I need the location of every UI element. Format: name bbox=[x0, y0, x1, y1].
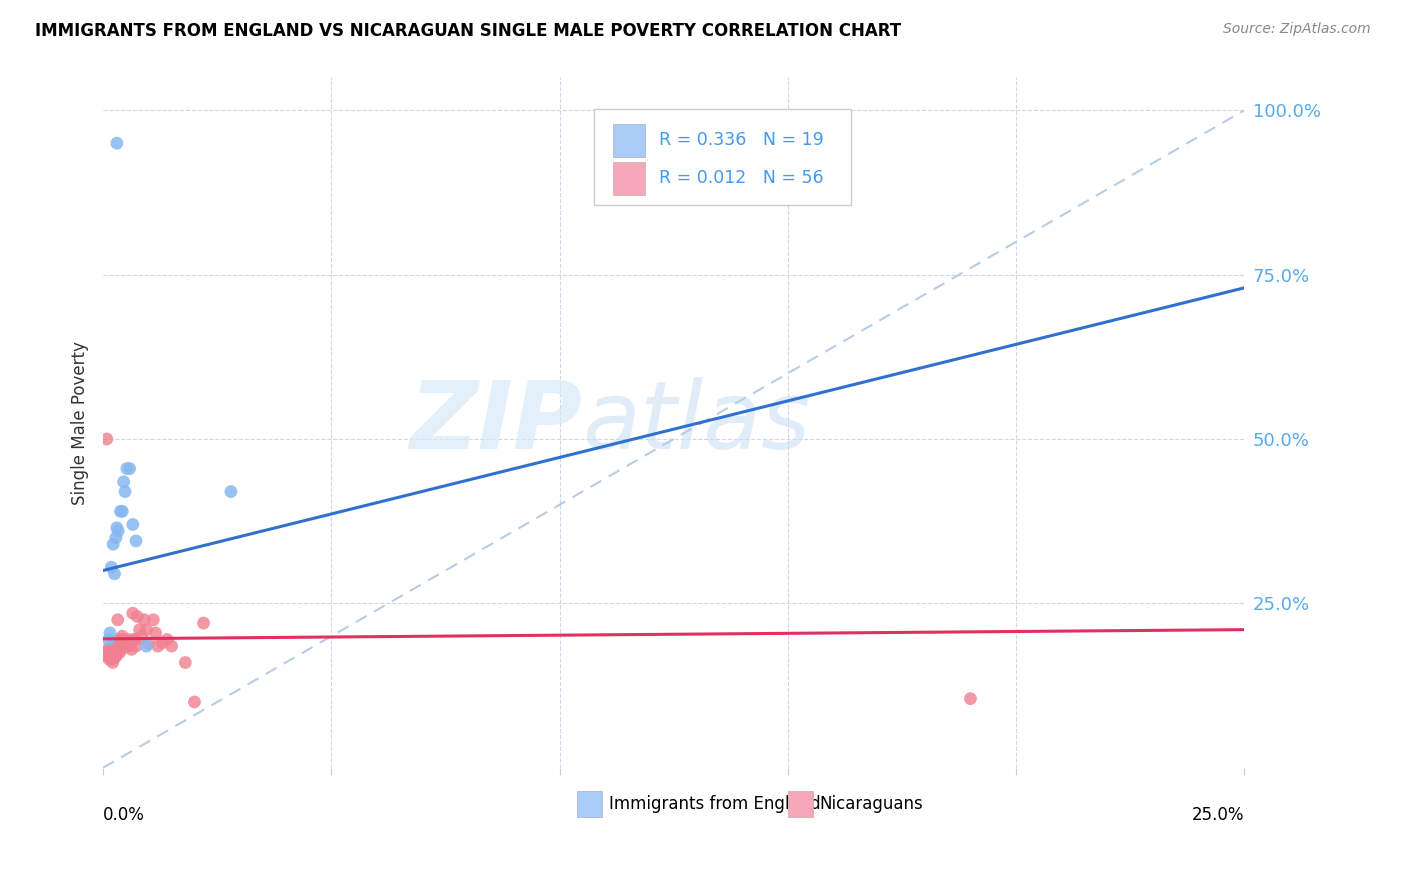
Point bbox=[101, 656, 124, 670]
Point bbox=[97, 642, 120, 657]
Point bbox=[959, 691, 981, 706]
Bar bbox=[613, 124, 645, 157]
Point bbox=[145, 626, 167, 640]
FancyBboxPatch shape bbox=[593, 109, 851, 205]
Point bbox=[219, 484, 242, 499]
Point bbox=[121, 606, 143, 620]
Point bbox=[112, 475, 135, 489]
Point bbox=[98, 652, 121, 666]
Point bbox=[108, 639, 131, 653]
Point bbox=[107, 613, 129, 627]
Point bbox=[115, 636, 138, 650]
Point bbox=[118, 461, 141, 475]
Point bbox=[183, 695, 205, 709]
Point bbox=[121, 517, 143, 532]
Point bbox=[103, 639, 125, 653]
Point bbox=[105, 648, 128, 663]
Point bbox=[103, 646, 125, 660]
Point bbox=[97, 646, 120, 660]
Point bbox=[138, 636, 160, 650]
Point bbox=[107, 524, 129, 538]
Text: ZIP: ZIP bbox=[409, 376, 582, 468]
Text: R = 0.012   N = 56: R = 0.012 N = 56 bbox=[659, 169, 824, 186]
Point bbox=[120, 636, 142, 650]
Point bbox=[111, 629, 134, 643]
Bar bbox=[576, 791, 602, 817]
Text: R = 0.336   N = 19: R = 0.336 N = 19 bbox=[659, 130, 824, 149]
Point bbox=[110, 642, 132, 657]
Point bbox=[135, 639, 157, 653]
Text: 0.0%: 0.0% bbox=[103, 805, 145, 823]
Point bbox=[152, 636, 174, 650]
Point bbox=[96, 648, 118, 663]
Point bbox=[101, 652, 124, 666]
Text: IMMIGRANTS FROM ENGLAND VS NICARAGUAN SINGLE MALE POVERTY CORRELATION CHART: IMMIGRANTS FROM ENGLAND VS NICARAGUAN SI… bbox=[35, 22, 901, 40]
Point bbox=[125, 639, 148, 653]
Point bbox=[111, 504, 134, 518]
Point bbox=[104, 650, 127, 665]
Point bbox=[100, 648, 122, 663]
Point bbox=[104, 642, 127, 657]
Point bbox=[118, 639, 141, 653]
Point bbox=[174, 656, 197, 670]
Text: atlas: atlas bbox=[582, 377, 811, 468]
Point bbox=[105, 646, 128, 660]
Text: 25.0%: 25.0% bbox=[1192, 805, 1244, 823]
Point bbox=[108, 646, 131, 660]
Y-axis label: Single Male Poverty: Single Male Poverty bbox=[72, 341, 89, 505]
Point bbox=[105, 136, 128, 151]
Point bbox=[100, 639, 122, 653]
Point bbox=[134, 613, 156, 627]
Point bbox=[115, 636, 138, 650]
Point bbox=[101, 537, 124, 551]
Point bbox=[114, 484, 136, 499]
Point bbox=[96, 432, 118, 446]
Point bbox=[125, 533, 148, 548]
Point bbox=[103, 566, 125, 581]
Point bbox=[120, 642, 142, 657]
Point bbox=[111, 632, 134, 647]
Point bbox=[110, 639, 132, 653]
Text: Nicaraguans: Nicaraguans bbox=[820, 796, 924, 814]
Point bbox=[135, 623, 157, 637]
Point bbox=[114, 639, 136, 653]
Point bbox=[156, 632, 179, 647]
Bar bbox=[787, 791, 813, 817]
Point bbox=[98, 626, 121, 640]
Point bbox=[110, 504, 132, 518]
Point bbox=[104, 531, 127, 545]
Point bbox=[117, 639, 139, 653]
Point bbox=[101, 646, 124, 660]
Point bbox=[193, 616, 215, 631]
Point bbox=[160, 639, 183, 653]
Point bbox=[122, 632, 145, 647]
Point bbox=[127, 609, 149, 624]
Point bbox=[146, 639, 169, 653]
Point bbox=[101, 646, 124, 660]
Point bbox=[97, 632, 120, 647]
Point bbox=[94, 646, 117, 660]
Text: Immigrants from England: Immigrants from England bbox=[609, 796, 820, 814]
Point bbox=[98, 642, 121, 657]
Point bbox=[142, 613, 165, 627]
Point bbox=[112, 639, 135, 653]
Text: Source: ZipAtlas.com: Source: ZipAtlas.com bbox=[1223, 22, 1371, 37]
Point bbox=[118, 632, 141, 647]
Point bbox=[115, 461, 138, 475]
Point bbox=[128, 623, 150, 637]
Bar bbox=[613, 161, 645, 194]
Point bbox=[100, 560, 122, 574]
Point bbox=[105, 521, 128, 535]
Point bbox=[107, 632, 129, 647]
Point bbox=[124, 632, 146, 647]
Point bbox=[131, 629, 153, 643]
